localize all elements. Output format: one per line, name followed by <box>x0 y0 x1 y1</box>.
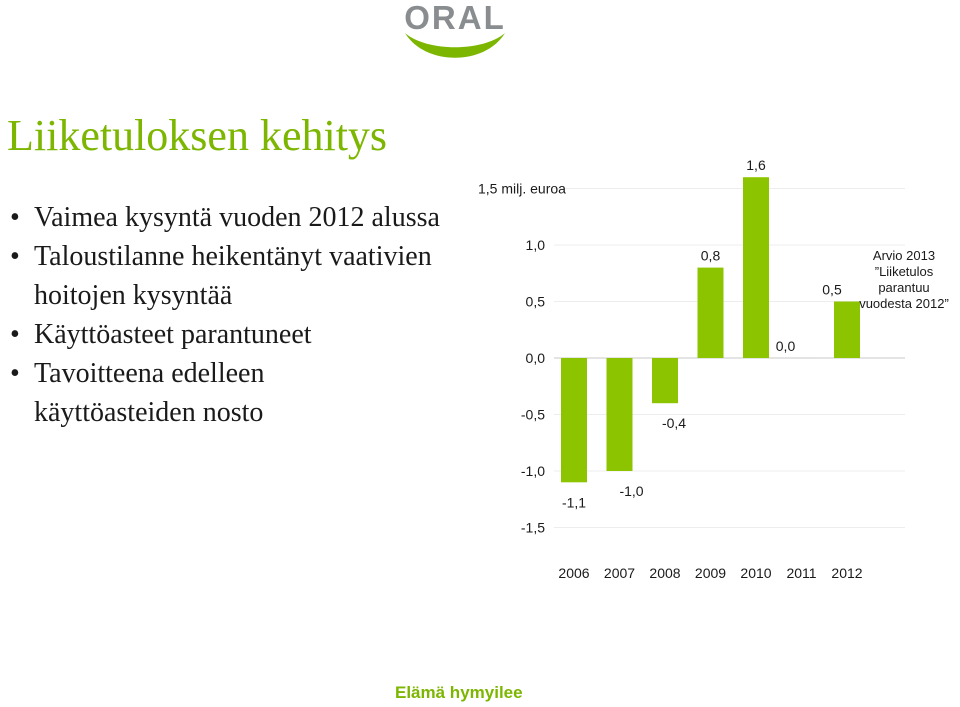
y-tick-label: 0,0 <box>526 350 546 366</box>
y-tick-label: -1,5 <box>521 520 545 536</box>
annotation-line: vuodesta 2012” <box>859 296 949 311</box>
annotation-line: ”Liiketulos <box>875 264 934 279</box>
x-tick-label: 2010 <box>740 565 771 581</box>
bullet-line: Tavoitteena edelleen <box>34 358 265 389</box>
x-tick-label: 2008 <box>649 565 680 581</box>
annotation-line: parantuu <box>878 280 929 295</box>
bullet-dot-icon: • <box>10 202 20 233</box>
bullet-dot-icon: • <box>10 319 20 350</box>
bullet-line: Taloustilanne heikentänyt vaativien <box>34 241 432 272</box>
y-tick-label: -1,0 <box>521 463 545 479</box>
footer-slogan: Elämä hymyilee <box>395 683 523 702</box>
bullet-item: • Taloustilanne heikentänyt vaativien hoit… <box>10 237 440 315</box>
bullet-item: • Vaimea kysyntä vuoden 2012 alussa <box>10 198 440 237</box>
x-tick-label: 2006 <box>558 565 589 581</box>
data-label: -1,0 <box>619 483 643 499</box>
bar <box>606 358 633 471</box>
bullet-line: hoitojen kysyntää <box>34 280 233 311</box>
forecast-annotation: Arvio 2013 ”Liiketulos parantuu vuodesta 20… <box>859 248 949 311</box>
bullet-line: Käyttöasteet parantuneet <box>34 319 312 350</box>
bullet-line: Vaimea kysyntä vuoden 2012 alussa <box>34 202 440 233</box>
data-label: -1,1 <box>562 494 586 510</box>
x-tick-label: 2007 <box>604 565 635 581</box>
oral-logo: ORAL <box>404 0 506 58</box>
y-tick-label: 0,5 <box>526 294 546 310</box>
y-tick-label: 1,5 milj. euroa <box>478 181 566 197</box>
x-tick-label: 2012 <box>831 565 862 581</box>
bar <box>834 301 860 358</box>
data-label: -0,4 <box>662 415 686 431</box>
earnings-bar-chart: -1,5 -1,0 -0,5 0,0 0,5 1,0 1,5 milj. euroa -1,1… <box>478 157 949 581</box>
x-tick-label: 2011 <box>786 565 816 581</box>
data-label: 0,8 <box>701 248 721 264</box>
bullet-item: • Tavoitteena edelleen käyttöasteiden nost… <box>10 354 440 432</box>
bullet-item: • Käyttöasteet parantuneet <box>10 315 440 354</box>
y-tick-label: 1,0 <box>526 237 546 253</box>
logo-swoosh-icon <box>405 33 505 58</box>
bar <box>652 358 678 404</box>
annotation-line: Arvio 2013 <box>873 248 935 263</box>
logo-text: ORAL <box>404 0 506 36</box>
x-tick-label: 2009 <box>695 565 726 581</box>
bar <box>743 177 769 358</box>
bar <box>697 267 724 358</box>
data-label: 1,6 <box>746 157 766 173</box>
bullet-line: käyttöasteiden nosto <box>34 397 264 428</box>
bullet-list: • Vaimea kysyntä vuoden 2012 alussa • Talou… <box>10 198 440 432</box>
bullet-dot-icon: • <box>10 358 20 389</box>
data-label: 0,0 <box>776 338 796 354</box>
bar <box>561 358 587 483</box>
data-label: 0,5 <box>822 282 842 298</box>
bullet-dot-icon: • <box>10 241 20 272</box>
slide-title: Liiketuloksen kehitys <box>7 111 388 160</box>
y-tick-label: -0,5 <box>521 407 545 423</box>
